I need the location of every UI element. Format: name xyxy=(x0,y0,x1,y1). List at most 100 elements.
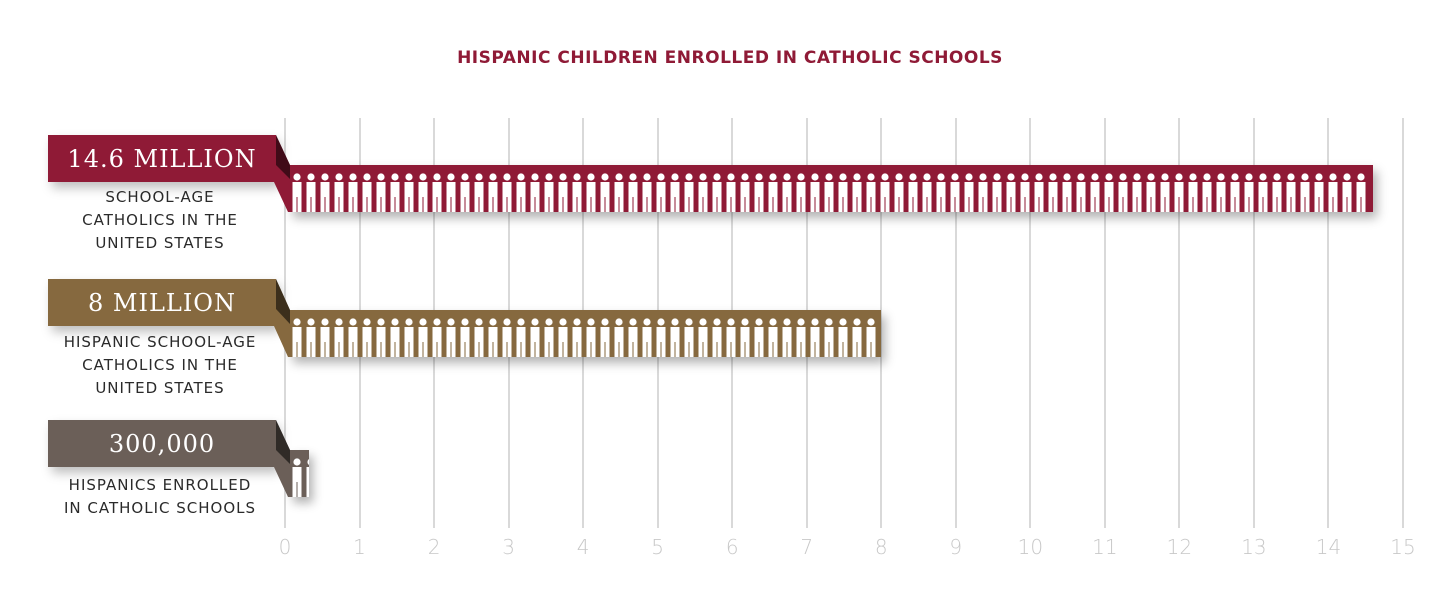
person-icon xyxy=(823,172,835,212)
person-icon xyxy=(585,172,597,212)
person-icon xyxy=(543,172,555,212)
person-icon xyxy=(1229,172,1241,212)
person-icon xyxy=(1131,172,1143,212)
person-icon xyxy=(487,172,499,212)
x-tick-label: 4 xyxy=(576,535,590,559)
person-icon xyxy=(949,172,961,212)
person-icon xyxy=(557,172,569,212)
person-icon xyxy=(1033,172,1045,212)
person-icon xyxy=(767,317,779,357)
person-icon xyxy=(1117,172,1129,212)
person-icon xyxy=(851,317,863,357)
person-icon xyxy=(571,317,583,357)
person-icon xyxy=(473,317,485,357)
bar xyxy=(289,450,309,497)
person-icon xyxy=(501,172,513,212)
description-line: HISPANICS ENROLLED xyxy=(68,476,252,494)
person-icon xyxy=(655,172,667,212)
person-icon xyxy=(963,172,975,212)
gridline xyxy=(880,118,883,528)
person-icon xyxy=(1047,172,1059,212)
person-icon xyxy=(1061,172,1073,212)
person-icon xyxy=(865,172,877,212)
gridline xyxy=(1103,118,1106,528)
person-icon xyxy=(1299,172,1311,212)
person-icon xyxy=(921,172,933,212)
bar xyxy=(289,310,882,357)
bar-description: SCHOOL-AGE CATHOLICS IN THE UNITED STATES xyxy=(40,186,280,255)
person-icon xyxy=(1327,172,1339,212)
person-icon xyxy=(389,172,401,212)
x-tick-label: 1 xyxy=(353,535,366,559)
person-icon xyxy=(697,172,709,212)
person-icon xyxy=(1341,172,1353,212)
description-line: UNITED STATES xyxy=(95,234,225,252)
person-icon xyxy=(431,172,443,212)
person-icon xyxy=(473,172,485,212)
person-icon xyxy=(641,172,653,212)
person-icon xyxy=(781,317,793,357)
bar-description: HISPANIC SCHOOL-AGE CATHOLICS IN THE UNITE… xyxy=(40,331,280,400)
person-icon xyxy=(1075,172,1087,212)
description-line: SCHOOL-AGE xyxy=(105,188,215,206)
person-icon xyxy=(795,317,807,357)
person-icon xyxy=(417,172,429,212)
person-icon xyxy=(543,317,555,357)
description-line: UNITED STATES xyxy=(95,379,225,397)
person-icon xyxy=(1355,172,1367,212)
person-icon xyxy=(1005,172,1017,212)
person-icon xyxy=(641,317,653,357)
value-label-box: 300,000 xyxy=(48,420,276,467)
person-icon xyxy=(809,317,821,357)
person-icon xyxy=(347,317,359,357)
x-tick-label: 8 xyxy=(874,535,888,559)
chart-title: HISPANIC CHILDREN ENROLLED IN CATHOLIC S… xyxy=(457,48,1003,68)
person-icon xyxy=(753,172,765,212)
connector xyxy=(274,420,290,497)
person-icon xyxy=(935,172,947,212)
person-icon xyxy=(361,172,373,212)
person-icon xyxy=(459,172,471,212)
person-icon xyxy=(319,172,331,212)
person-icon xyxy=(1089,172,1101,212)
person-icon xyxy=(837,317,849,357)
person-icon xyxy=(655,317,667,357)
person-icon xyxy=(893,172,905,212)
person-icon xyxy=(291,172,303,212)
connector xyxy=(274,279,290,357)
person-icon xyxy=(613,317,625,357)
person-icon xyxy=(375,172,387,212)
person-icon xyxy=(991,172,1003,212)
person-icon xyxy=(403,317,415,357)
description-line: CATHOLICS IN THE xyxy=(82,356,238,374)
person-icon xyxy=(529,172,541,212)
person-icon xyxy=(977,172,989,212)
person-icon xyxy=(333,172,345,212)
person-icon xyxy=(459,317,471,357)
person-icon xyxy=(445,172,457,212)
person-icon xyxy=(389,317,401,357)
person-icon xyxy=(585,317,597,357)
person-icon xyxy=(1243,172,1255,212)
value-label-box: 14.6 MILLION xyxy=(48,135,276,182)
x-tick-label: 5 xyxy=(651,535,665,559)
person-icon xyxy=(683,317,695,357)
person-icon xyxy=(725,317,737,357)
person-icon xyxy=(487,317,499,357)
x-tick-label: 14 xyxy=(1315,535,1342,559)
gridline xyxy=(1402,118,1404,528)
person-icon xyxy=(879,172,891,212)
person-icon xyxy=(361,317,373,357)
person-icon xyxy=(809,172,821,212)
connector xyxy=(274,135,290,212)
x-tick-label: 10 xyxy=(1017,535,1044,559)
bar-description: HISPANICS ENROLLED IN CATHOLIC SCHOOLS xyxy=(40,474,280,520)
person-icon xyxy=(1313,172,1325,212)
person-icon xyxy=(837,172,849,212)
person-icon xyxy=(403,172,415,212)
person-icon xyxy=(627,172,639,212)
x-tick-label: 2 xyxy=(427,535,441,559)
person-icon xyxy=(305,172,317,212)
description-line: IN CATHOLIC SCHOOLS xyxy=(63,499,257,517)
person-icon xyxy=(1103,172,1115,212)
